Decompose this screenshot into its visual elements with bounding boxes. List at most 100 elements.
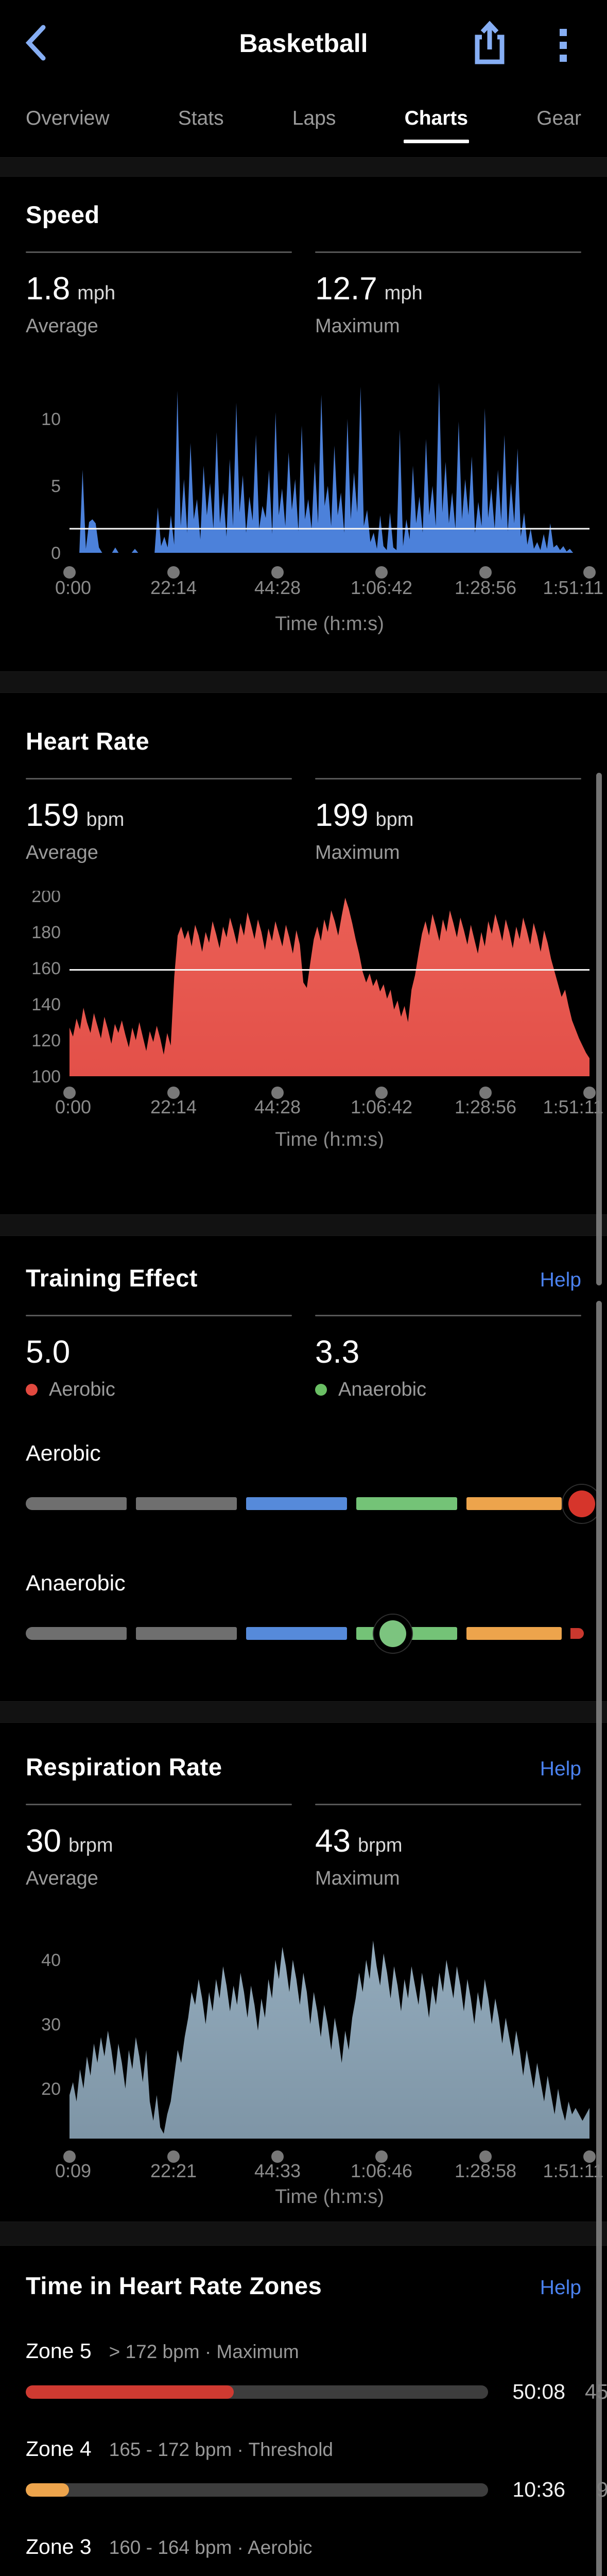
share-button[interactable] (472, 19, 508, 68)
stat-divider (26, 778, 292, 779)
zone-progress-fill (26, 2483, 70, 2497)
stat-average: 30 brpm Average (26, 1804, 292, 1890)
stat-divider (26, 1315, 292, 1316)
te-marker (562, 1483, 602, 1524)
tab-gear[interactable]: Gear (536, 107, 581, 129)
stat-value: 159 (26, 798, 79, 833)
svg-text:5: 5 (51, 477, 61, 496)
scrollbar[interactable] (596, 1301, 602, 2576)
svg-text:1:51:11: 1:51:11 (543, 577, 603, 598)
te-scale-segment (246, 1627, 348, 1640)
svg-text:40: 40 (41, 1951, 61, 1970)
help-link[interactable]: Help (540, 1269, 581, 1291)
stat-maximum: 43 brpm Maximum (315, 1804, 581, 1890)
section-divider (0, 2222, 607, 2246)
respiration-section: Respiration Rate Help 30 brpm Average 43 b… (0, 1723, 607, 2222)
stat-anaerobic: 3.3 Anaerobic (315, 1315, 581, 1401)
svg-text:1:28:56: 1:28:56 (455, 1096, 516, 1117)
zone-description: > 172 bpm · Maximum (109, 2341, 299, 2362)
zone-progress-track (26, 2483, 488, 2497)
te-scale-segment (246, 1497, 348, 1510)
svg-text:160: 160 (31, 959, 61, 978)
help-link[interactable]: Help (540, 1758, 581, 1780)
tab-stats[interactable]: Stats (178, 107, 224, 129)
menu-dot (560, 42, 567, 49)
te-scale-segment (466, 1627, 562, 1640)
section-title: Heart Rate (26, 727, 150, 755)
aerobic-dot-icon (26, 1384, 38, 1396)
svg-text:0:09: 0:09 (55, 2160, 91, 2181)
zone-time: 50:08 (512, 2380, 565, 2403)
stat-unit: mph (384, 282, 423, 304)
svg-text:1:28:56: 1:28:56 (455, 577, 516, 598)
overflow-menu-button[interactable] (550, 21, 577, 70)
stat-value: 30 (26, 1823, 61, 1859)
heart-rate-chart[interactable]: 100 120 140 160 180 200 0:00 22:14 44:28 1:06:42 1… (0, 891, 607, 1148)
zone-description: 160 - 164 bpm · Aerobic (109, 2537, 313, 2558)
svg-text:200: 200 (31, 891, 61, 906)
section-title: Respiration Rate (26, 1753, 222, 1781)
svg-text:Time (h:m:s): Time (h:m:s) (275, 613, 384, 635)
header: Basketball (0, 0, 607, 93)
aerobic-gauge (26, 1483, 602, 1524)
zone-row: Zone 5 > 172 bpm · Maximum 50:08 45% (26, 2339, 607, 2404)
speed-chart[interactable]: 0 5 10 0:00 22:14 44:28 1:06:42 1:28:56 1:51:11 T… (0, 372, 607, 640)
stat-divider (315, 251, 581, 253)
heart-rate-stats: 159 bpm Average 199 bpm Maximum (26, 778, 581, 864)
stat-divider (315, 778, 581, 779)
scrollbar[interactable] (596, 773, 602, 1285)
tab-charts[interactable]: Charts (403, 107, 469, 143)
te-overreach-tip (570, 1628, 584, 1639)
menu-dot (560, 55, 567, 62)
zone-progress-fill (26, 2385, 234, 2399)
stat-label: Average (26, 842, 98, 863)
svg-text:1:06:46: 1:06:46 (351, 2160, 412, 2181)
back-button[interactable] (25, 20, 61, 66)
svg-text:1:51:11: 1:51:11 (543, 1096, 603, 1117)
chevron-left-icon (25, 25, 46, 61)
speed-stats: 1.8 mph Average 12.7 mph Maximum (26, 251, 581, 337)
te-scale-segment (356, 1497, 458, 1510)
svg-text:Time (h:m:s): Time (h:m:s) (275, 2186, 384, 2207)
section-title: Speed (26, 201, 100, 228)
respiration-chart[interactable]: 20 30 40 0:09 22:21 44:33 1:06:46 1:28:58 1:51:1… (0, 1913, 607, 2207)
svg-text:140: 140 (31, 995, 61, 1014)
anaerobic-gauge (26, 1613, 584, 1654)
zone-row: Zone 4 165 - 172 bpm · Threshold 10:36 9… (26, 2437, 607, 2502)
stat-value: 3.3 (315, 1334, 360, 1370)
zone-description: 165 - 172 bpm · Threshold (109, 2439, 334, 2460)
svg-text:20: 20 (41, 2079, 61, 2099)
tab-overview[interactable]: Overview (26, 107, 110, 129)
te-scale-segment (136, 1627, 237, 1640)
zone-name: Zone 5 (26, 2339, 92, 2363)
training-effect-section: Training Effect Help 5.0 Aerobic 3.3 Ana… (0, 1236, 607, 1701)
stat-value: 43 (315, 1823, 351, 1859)
svg-text:180: 180 (31, 923, 61, 942)
stat-divider (26, 1804, 292, 1805)
svg-text:Time (h:m:s): Time (h:m:s) (275, 1129, 384, 1148)
section-title: Training Effect (26, 1264, 198, 1292)
zone-percent: 45% (565, 2380, 607, 2404)
tab-bar: Overview Stats Laps Charts Gear (0, 93, 607, 157)
stat-average: 159 bpm Average (26, 778, 292, 864)
stat-value: 5.0 (26, 1334, 71, 1370)
stat-label: Anaerobic (338, 1379, 427, 1400)
zone-progress-track (26, 2385, 488, 2399)
share-icon (475, 21, 505, 64)
speed-section: Speed 1.8 mph Average 12.7 mph Maximum 0 5 1… (0, 177, 607, 671)
te-marker (372, 1613, 413, 1654)
te-scale-segment (26, 1497, 127, 1510)
svg-text:22:14: 22:14 (150, 577, 197, 598)
stat-label: Average (26, 315, 98, 337)
svg-text:0:00: 0:00 (55, 1096, 91, 1117)
stat-average: 1.8 mph Average (26, 251, 292, 337)
svg-text:1:06:42: 1:06:42 (351, 1096, 412, 1117)
svg-text:120: 120 (31, 1031, 61, 1050)
tab-laps[interactable]: Laps (292, 107, 336, 129)
svg-text:44:33: 44:33 (254, 2160, 301, 2181)
hr-zones-section: Time in Heart Rate Zones Help Zone 5 > 1… (0, 2246, 607, 2576)
stat-unit: bpm (375, 809, 414, 831)
help-link[interactable]: Help (540, 2277, 581, 2299)
section-divider (0, 1701, 607, 1723)
